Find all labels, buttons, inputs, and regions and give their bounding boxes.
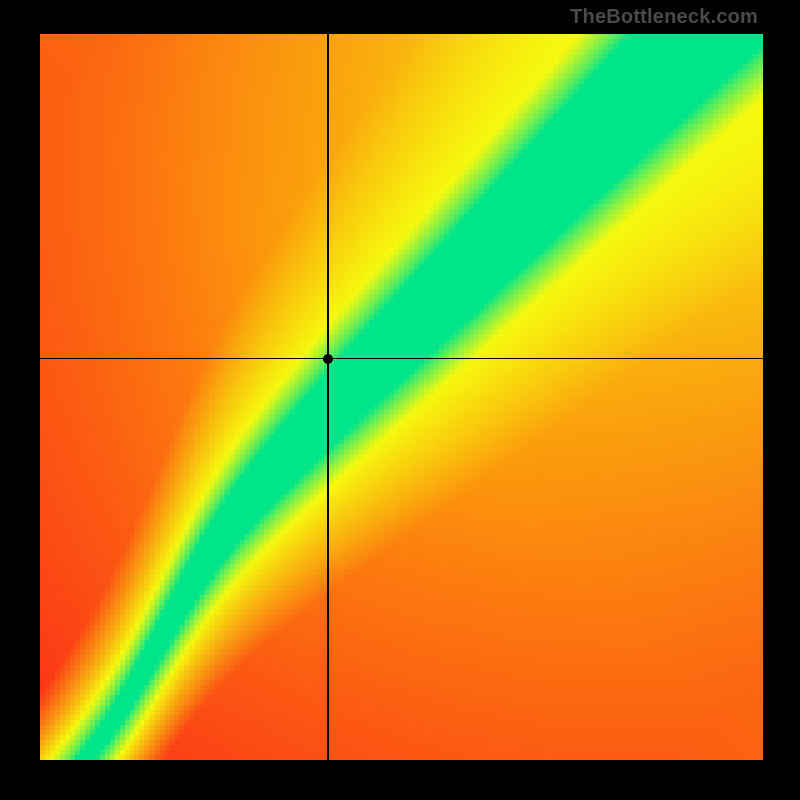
crosshair-marker-point (323, 354, 333, 364)
watermark-text: TheBottleneck.com (570, 6, 758, 29)
crosshair-vertical (327, 34, 329, 760)
crosshair-horizontal (40, 358, 763, 360)
bottleneck-heatmap (40, 34, 763, 760)
